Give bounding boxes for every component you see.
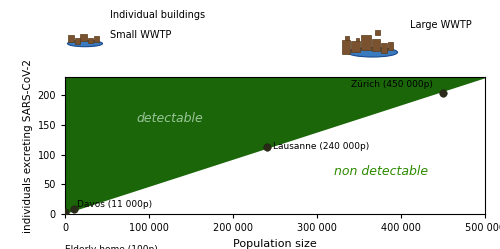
Text: Individual buildings: Individual buildings <box>110 10 205 20</box>
Text: Lausanne (240 000p): Lausanne (240 000p) <box>274 142 370 151</box>
Text: detectable: detectable <box>136 112 203 125</box>
Polygon shape <box>65 77 485 214</box>
Y-axis label: individuals excreting SARS-CoV-2: individuals excreting SARS-CoV-2 <box>24 59 34 233</box>
Text: Zürich (450 000p): Zürich (450 000p) <box>350 80 432 89</box>
Text: Davos (11 000p): Davos (11 000p) <box>77 200 152 209</box>
Text: Elderly home (100p): Elderly home (100p) <box>65 245 158 249</box>
Text: Small WWTP: Small WWTP <box>110 30 172 40</box>
Text: Large WWTP: Large WWTP <box>410 20 472 30</box>
Text: non detectable: non detectable <box>334 165 428 179</box>
X-axis label: Population size: Population size <box>233 239 317 249</box>
